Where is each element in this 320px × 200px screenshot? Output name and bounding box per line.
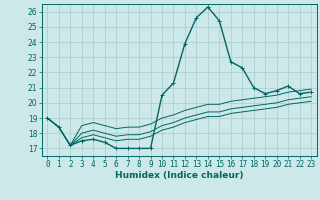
X-axis label: Humidex (Indice chaleur): Humidex (Indice chaleur) [115,171,244,180]
